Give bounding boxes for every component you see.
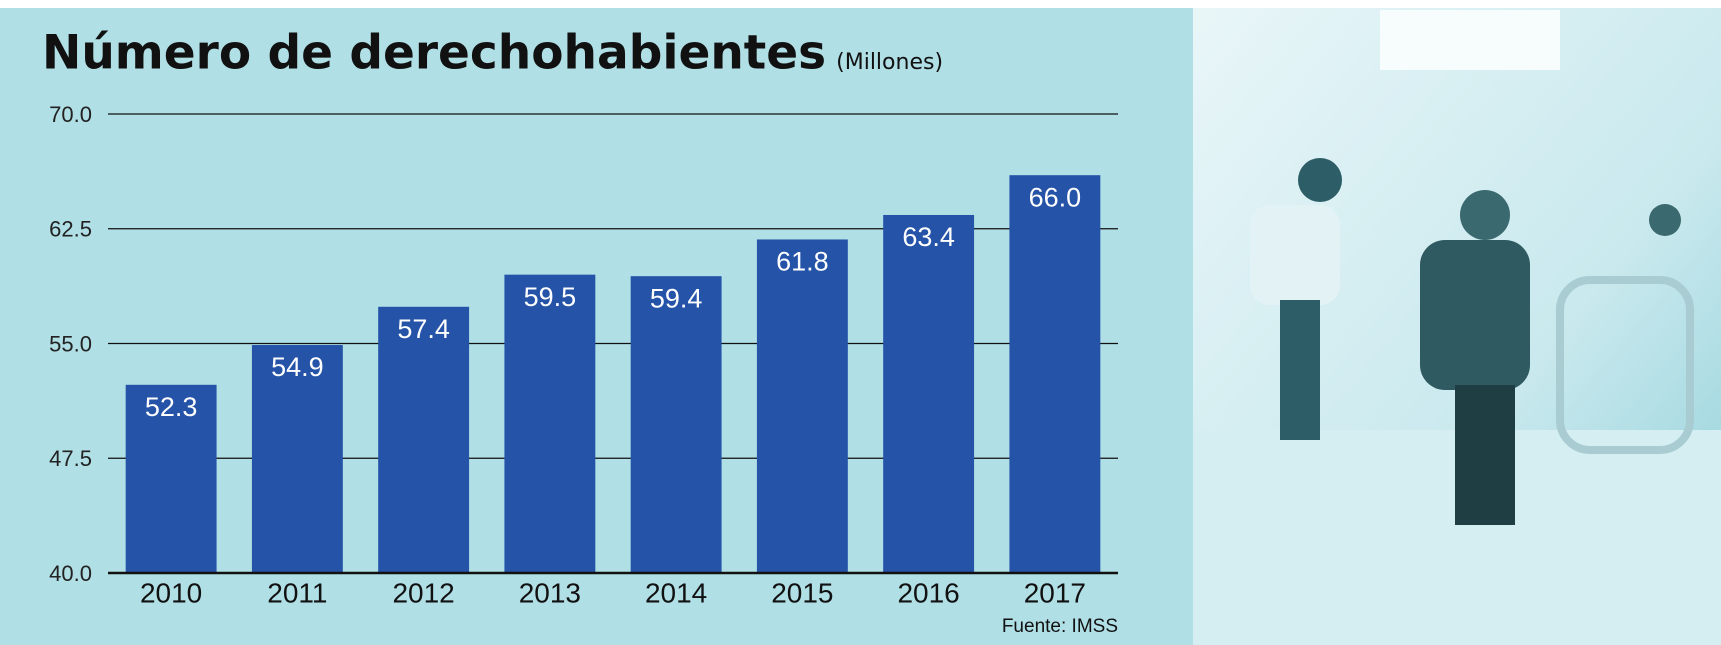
value-label: 61.8 bbox=[776, 247, 829, 277]
value-label: 59.5 bbox=[524, 282, 577, 312]
y-tick-label: 47.5 bbox=[49, 446, 92, 471]
bar bbox=[378, 306, 470, 573]
bar bbox=[504, 274, 596, 573]
y-tick-label: 62.5 bbox=[49, 217, 92, 242]
value-label: 66.0 bbox=[1029, 182, 1082, 212]
bar bbox=[756, 239, 848, 573]
bar bbox=[1009, 175, 1101, 573]
value-label: 63.4 bbox=[902, 222, 955, 252]
x-tick-label: 2016 bbox=[897, 577, 959, 608]
chart-subtitle: (Millones) bbox=[836, 50, 943, 75]
value-label: 54.9 bbox=[271, 352, 324, 382]
x-tick-label: 2015 bbox=[771, 577, 833, 608]
x-tick-label: 2014 bbox=[645, 577, 707, 608]
value-label: 52.3 bbox=[145, 392, 198, 422]
x-tick-label: 2017 bbox=[1024, 577, 1086, 608]
x-tick-label: 2012 bbox=[392, 577, 454, 608]
x-tick-label: 2013 bbox=[519, 577, 581, 608]
x-tick-label: 2010 bbox=[140, 577, 202, 608]
y-tick-label: 70.0 bbox=[49, 102, 92, 127]
value-label: 59.4 bbox=[650, 283, 703, 313]
source-note: Fuente: IMSS bbox=[1002, 616, 1118, 637]
y-tick-label: 40.0 bbox=[49, 561, 92, 586]
y-tick-label: 55.0 bbox=[49, 331, 92, 356]
chart-title: Número de derechohabientes bbox=[42, 26, 826, 81]
photo bbox=[1193, 8, 1721, 645]
bar bbox=[251, 345, 343, 573]
value-label: 57.4 bbox=[397, 314, 450, 344]
bar bbox=[883, 214, 975, 574]
x-tick-label: 2011 bbox=[267, 577, 327, 608]
bar bbox=[630, 276, 722, 573]
bar bbox=[125, 384, 217, 573]
